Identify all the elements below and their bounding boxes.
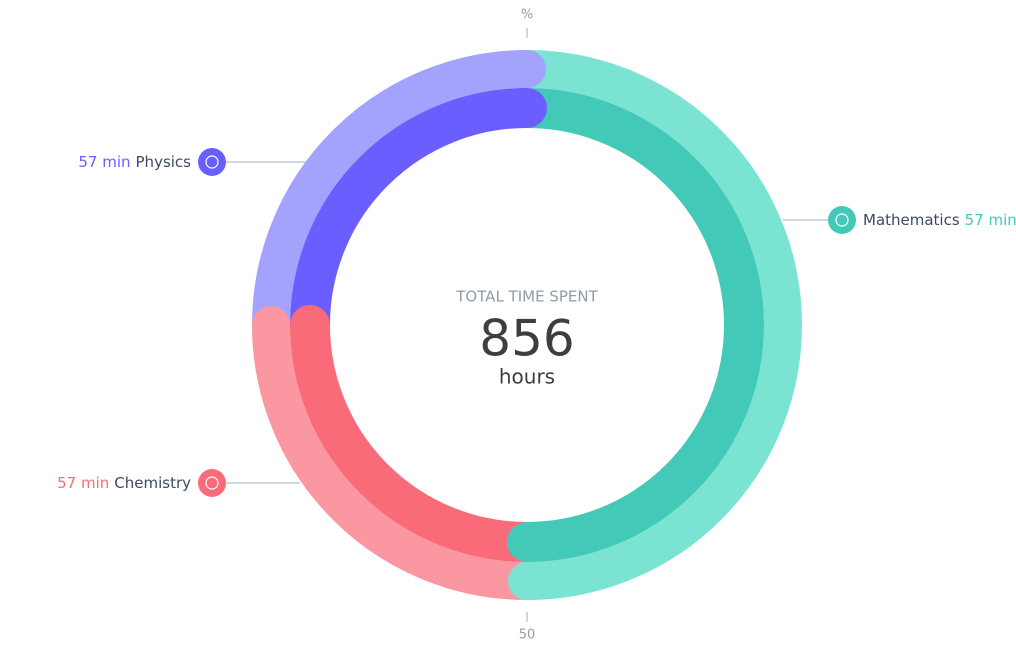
total-value: 856 (479, 310, 574, 368)
legend-time: 57 min (78, 153, 130, 171)
legend-label: Mathematics 57 min (863, 211, 1016, 229)
tick-label: 50 (519, 628, 536, 643)
center-caption: TOTAL TIME SPENT (455, 288, 598, 306)
total-unit: hours (499, 365, 555, 389)
tick-label: % (521, 8, 533, 23)
legend-icon (828, 206, 856, 234)
legend-icon (198, 469, 226, 497)
legend-item: Mathematics 57 min (828, 206, 1016, 234)
legend-label: 57 min Chemistry (57, 474, 191, 492)
legend-icon (198, 148, 226, 176)
legend-label: 57 min Physics (78, 153, 191, 171)
legend-time: 57 min (57, 474, 109, 492)
legend-name: Chemistry (114, 474, 191, 492)
legend-name: Physics (136, 153, 192, 171)
legend-item: 57 min Physics (78, 148, 226, 176)
legend-name: Mathematics (863, 211, 960, 229)
legend-time: 57 min (965, 211, 1016, 229)
legend-item: 57 min Chemistry (57, 469, 226, 497)
